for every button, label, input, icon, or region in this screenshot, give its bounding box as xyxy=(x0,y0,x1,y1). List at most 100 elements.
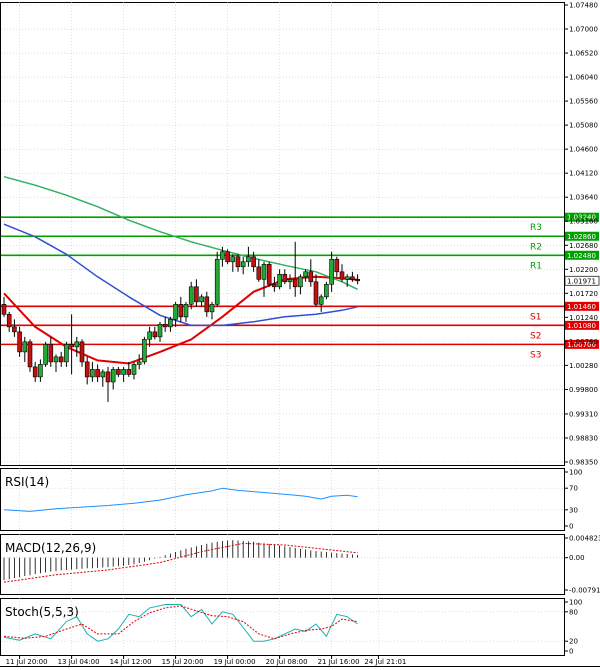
indicator-label: RSI(14) xyxy=(5,475,49,489)
price-tick-label: 1.01720 xyxy=(569,290,598,298)
candle-bear xyxy=(178,304,184,318)
price-tick-label: 1.06040 xyxy=(569,74,598,82)
price-tick-label: 1.04600 xyxy=(569,146,598,154)
candle-bear xyxy=(350,276,355,280)
candle-bull xyxy=(220,251,225,260)
indicator-tick-label: 0.004823 xyxy=(569,535,600,543)
candle-bull xyxy=(22,341,28,353)
indicator-panel-frame xyxy=(0,468,565,531)
level-price-box-s2 xyxy=(565,320,599,330)
time-tick-label: 13 Jul 04:00 xyxy=(58,658,100,666)
candle-bull xyxy=(209,304,215,313)
candle-bear xyxy=(27,341,33,368)
level-name-r3: R3 xyxy=(530,223,542,233)
candle-bull xyxy=(277,273,282,288)
candle-bear xyxy=(308,271,314,283)
candle-bear xyxy=(194,286,199,303)
candle-bull xyxy=(344,276,350,280)
candle-bull xyxy=(142,339,147,363)
time-tick-label: 24 Jul 21:01 xyxy=(364,658,406,666)
candle-bull xyxy=(246,256,251,263)
price-tick-label: 0.98830 xyxy=(569,434,598,442)
candle-bull xyxy=(121,369,126,375)
current-price-box xyxy=(564,275,600,286)
candle-bear xyxy=(292,279,298,288)
price-tick-label: 1.01240 xyxy=(569,314,598,322)
indicator-tick-label: 0 xyxy=(569,523,573,531)
indicator-tick-label: 100 xyxy=(569,469,582,477)
level-price-box-s1 xyxy=(565,301,599,311)
level-price-label-r1: 1.02480 xyxy=(567,252,596,260)
indicators: 100 70 30 0 RSI(14) 0.004823 0.00 -0.007917 MACD… xyxy=(1,469,600,656)
indicator-tick-label: 0 xyxy=(569,648,573,656)
price-tick-label: 0.99310 xyxy=(569,410,598,418)
candle-bear xyxy=(256,266,262,280)
price-tick-label: 1.03640 xyxy=(569,194,598,202)
indicator-tick-label: 100 xyxy=(569,599,582,607)
level-price-label-s3: 1.00700 xyxy=(567,341,596,349)
candle-bull xyxy=(287,279,293,283)
level-price-box-r1 xyxy=(565,250,599,260)
indicator-tick-label: 20 xyxy=(569,638,578,646)
candle-bear xyxy=(355,279,360,282)
candle-bull xyxy=(168,319,173,328)
price-tick-label: 1.00760 xyxy=(569,338,598,346)
candle-bear xyxy=(69,344,74,348)
candle-bull xyxy=(110,369,116,383)
indicator-tick-label: -0.007917 xyxy=(569,587,600,595)
candle-bear xyxy=(58,356,64,363)
ma-line xyxy=(3,175,358,290)
candle-bull xyxy=(43,344,48,365)
price-tick-label: 1.06520 xyxy=(569,50,598,58)
time-tick-label: 14 Jul 12:00 xyxy=(110,658,152,666)
candle-bear xyxy=(12,326,17,333)
indicator-tick-label: 0.00 xyxy=(569,554,585,562)
level-name-r1: R1 xyxy=(530,261,542,271)
candle-bear xyxy=(126,369,132,375)
indicator-tick-label: 30 xyxy=(569,506,578,514)
stoch-signal-line xyxy=(3,605,358,640)
candle-bull xyxy=(261,263,267,280)
candle-bear xyxy=(95,369,100,378)
candle-bull xyxy=(329,258,334,285)
price-tick-label: 0.98350 xyxy=(569,459,598,467)
indicator-tick-label: 80 xyxy=(569,608,578,616)
level-price-label-r3: 1.03240 xyxy=(567,214,596,222)
candle-bull xyxy=(230,256,236,263)
candle-bear xyxy=(313,281,319,305)
candle-bear xyxy=(225,251,230,263)
level-price-box-r3 xyxy=(565,212,599,222)
candle-bear xyxy=(1,304,7,315)
level-price-label-s2: 1.01080 xyxy=(567,322,596,330)
sr-levels: R3 1.03240 R2 1.02860 R1 1.02480 S1 1.01460 S2 1.… xyxy=(1,212,599,360)
level-name-s3: S3 xyxy=(530,350,541,360)
price-axis: 1.07480 1.07000 1.06520 1.06040 1.05560 1.050… xyxy=(564,2,600,467)
candle-bear xyxy=(266,263,272,285)
candle-bear xyxy=(32,366,38,378)
time-tick-label: 15 Jul 20:00 xyxy=(162,658,204,666)
level-name-r2: R2 xyxy=(530,242,542,252)
candle-bear xyxy=(79,341,85,363)
candle-bear xyxy=(204,296,210,313)
macd-signal-line xyxy=(3,542,358,583)
candle-bull xyxy=(240,261,246,268)
candle-bear xyxy=(162,324,168,328)
level-name-s1: S1 xyxy=(530,312,541,322)
level-price-box-s3 xyxy=(565,339,599,349)
candle-bull xyxy=(214,258,220,305)
indicator-panel-frame xyxy=(0,598,565,656)
price-tick-label: 1.03160 xyxy=(569,218,598,226)
candle-bull xyxy=(157,324,163,338)
candle-bull xyxy=(298,276,303,288)
rsi-line xyxy=(3,487,358,512)
price-tick-label: 1.05560 xyxy=(569,98,598,106)
candle-bull xyxy=(318,296,324,305)
candle-bull xyxy=(188,286,194,305)
indicator-tick-label: 70 xyxy=(569,485,578,493)
candles xyxy=(1,241,360,402)
candle-bull xyxy=(173,304,178,320)
grid xyxy=(1,2,564,655)
current-price-label: 1.01971 xyxy=(567,277,596,285)
